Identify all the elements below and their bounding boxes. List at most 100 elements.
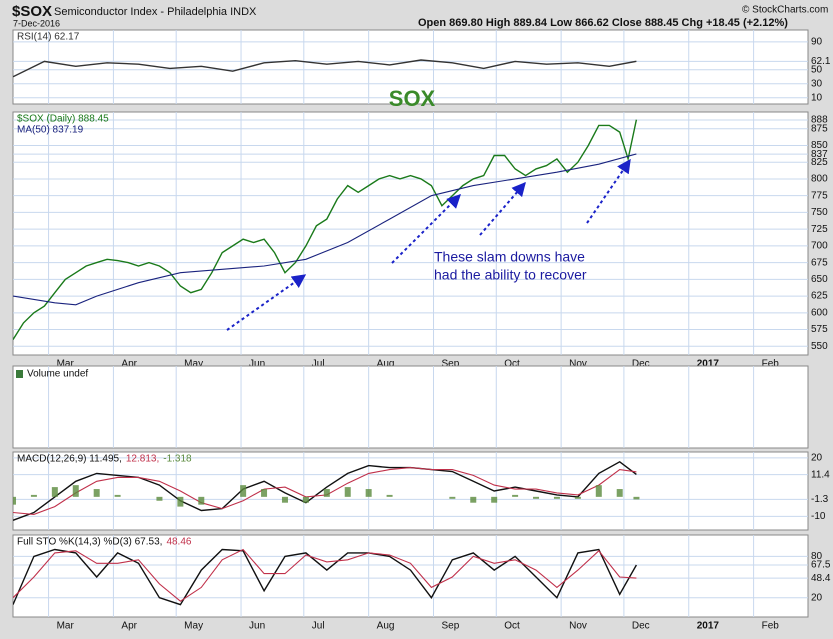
legend-entry: 48.46	[166, 537, 191, 548]
histogram-bar	[261, 489, 268, 497]
date: 7-Dec-2016	[13, 18, 60, 28]
histogram-bar	[198, 496, 205, 505]
y-tick-label: 11.4	[811, 469, 830, 480]
histogram-bar	[344, 487, 351, 497]
y-tick-label: 10	[811, 92, 823, 103]
arrow	[586, 158, 631, 224]
y-tick-label: 675	[811, 257, 828, 268]
y-tick-label: 800	[811, 174, 828, 185]
histogram-bar	[177, 496, 184, 507]
x-tick-label: Apr	[121, 621, 137, 632]
plot	[13, 59, 637, 78]
histogram-bar	[574, 496, 581, 499]
y-tick-label: -10	[811, 511, 826, 522]
histogram-bar	[72, 485, 79, 497]
x-tick-label: Feb	[762, 359, 780, 370]
x-tick-label: May	[184, 621, 203, 632]
y-tick-label: 700	[811, 241, 828, 252]
histogram-bar	[93, 489, 100, 497]
x-tick-label: May	[184, 359, 203, 370]
histogram-bar	[449, 496, 456, 499]
histogram-bar	[365, 489, 372, 497]
legend-entry: 12.813,	[126, 454, 159, 465]
y-tick-label: 62.1	[811, 56, 831, 67]
index-name: Semiconductor Index - Philadelphia INDX	[54, 6, 257, 18]
x-tick-label: Dec	[632, 359, 650, 370]
symbol: $SOX	[12, 3, 52, 20]
y-tick-label: 80	[811, 551, 823, 562]
panel	[12, 365, 809, 449]
annotation: had the ability to recover	[434, 267, 587, 283]
x-tick-label: Jun	[249, 621, 265, 632]
series-line	[13, 548, 637, 602]
y-tick-label: 625	[811, 291, 828, 302]
legend-entry: -1.318	[163, 454, 192, 465]
y-tick-label: 875	[811, 123, 828, 134]
series-line	[13, 119, 638, 340]
x-tick-label: Nov	[569, 359, 587, 370]
y-tick-label: 50	[811, 64, 823, 75]
histogram-bar	[553, 496, 560, 499]
x-tick-label: Apr	[121, 359, 137, 370]
series-line	[13, 59, 637, 78]
x-tick-label: 2017	[697, 621, 720, 632]
y-tick-label: 888	[811, 115, 828, 126]
series-line	[13, 460, 637, 521]
x-tick-label: Jul	[312, 621, 325, 632]
x-tick-label: Jul	[312, 359, 325, 370]
legend-entry: MA(50) 837.19	[17, 125, 84, 136]
credit: © StockCharts.com	[742, 5, 828, 16]
histogram-bar	[156, 496, 163, 501]
x-tick-label: Aug	[377, 359, 395, 370]
y-tick-label: 67.5	[811, 560, 831, 571]
histogram-bar	[302, 496, 309, 503]
y-tick-label: 30	[811, 78, 823, 89]
quote: Open 869.80 High 889.84 Low 866.62 Close…	[418, 17, 788, 29]
histogram-bar	[51, 487, 58, 497]
plot	[13, 119, 638, 340]
y-tick-label: 575	[811, 324, 828, 335]
x-tick-label: Mar	[57, 359, 75, 370]
histogram-bar	[616, 489, 623, 497]
y-tick-label: 750	[811, 207, 828, 218]
annotation-title: SOX	[389, 86, 436, 111]
plot	[13, 548, 638, 606]
x-tick-label: Dec	[632, 621, 650, 632]
volume-icon	[16, 370, 23, 378]
panels: 90 62.150 30 10 RSI(14) 62.17 Mar Apr May Jun Jul…	[12, 29, 831, 632]
y-tick-label: 775	[811, 190, 828, 201]
x-tick-label: Sep	[442, 359, 460, 370]
histogram-bar	[30, 494, 37, 497]
histogram-bar	[595, 485, 602, 497]
histogram-bar	[470, 496, 477, 503]
x-tick-label: Jun	[249, 359, 265, 370]
y-tick-label: 850	[811, 140, 828, 151]
y-tick-label: 600	[811, 307, 828, 318]
x-tick-label: Feb	[762, 621, 780, 632]
panel	[12, 451, 809, 531]
panel	[12, 111, 809, 356]
x-tick-label: Oct	[504, 359, 520, 370]
arrow	[226, 274, 307, 331]
y-tick-label: 825	[811, 157, 828, 168]
y-tick-label: 837	[811, 149, 828, 160]
y-tick-label: 20	[811, 452, 823, 463]
histogram-bar	[491, 496, 498, 503]
arrows	[226, 158, 631, 331]
x-tick-label: Sep	[442, 621, 460, 632]
y-tick-label: -1.3	[811, 494, 829, 505]
x-tick-label: Mar	[57, 621, 75, 632]
legend-entry: Full STO %K(14,3) %D(3) 67.53,	[17, 537, 162, 548]
histogram-bar	[323, 489, 330, 497]
series-line	[13, 153, 637, 306]
histogram-bar	[281, 496, 288, 503]
y-tick-label: 650	[811, 274, 828, 285]
y-tick-label: 725	[811, 224, 828, 235]
series-line	[13, 548, 638, 606]
histogram-bar	[386, 494, 393, 497]
legend-entry: MACD(12,26,9) 11.495,	[17, 454, 122, 465]
legend-entry: $SOX (Daily) 888.45	[17, 114, 109, 125]
arrow	[391, 194, 461, 264]
legend-entry: RSI(14) 62.17	[17, 32, 80, 43]
y-tick-label: 20	[811, 592, 823, 603]
